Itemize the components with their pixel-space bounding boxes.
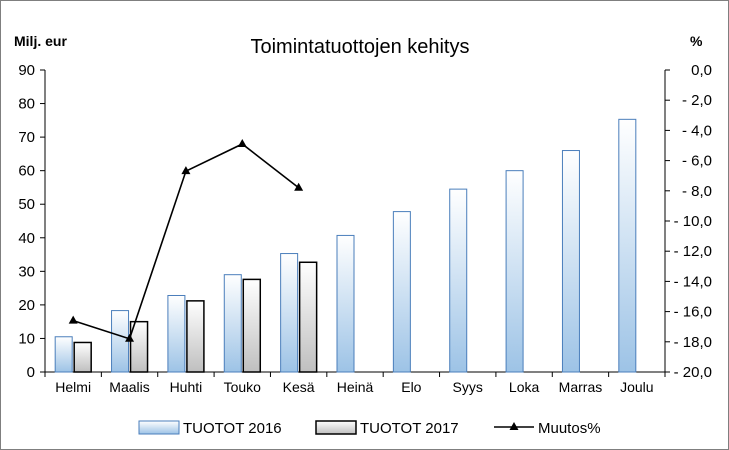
bar-2017 xyxy=(129,320,149,373)
legend-label-2016: TUOTOT 2016 xyxy=(183,420,282,437)
y-axis-label: Milj. eur xyxy=(14,33,67,49)
bar-2016 xyxy=(280,253,299,373)
x-tick-label: Loka xyxy=(509,379,540,395)
y2-axis-label: % xyxy=(690,33,703,49)
marker-muutos xyxy=(237,138,247,147)
y2-tick-label: 0,0 xyxy=(691,62,712,79)
plot-area: 0 10 20 30 40 50 60 70 80 90 0,0 - 2,0 - 4,0 - 6,0 - 8… xyxy=(18,62,712,395)
bar-2017 xyxy=(73,341,92,373)
x-tick-label: Marras xyxy=(559,379,603,395)
y-tick-label: 10 xyxy=(18,330,35,347)
bar-2016 xyxy=(54,336,73,373)
legend: TUOTOT 2016 TUOTOT 2017 Muutos% xyxy=(138,420,601,437)
x-tick-label: Heinä xyxy=(337,379,374,395)
bar-2016 xyxy=(223,274,242,373)
x-tick-label: Syys xyxy=(453,379,483,395)
y-tick-label: 20 xyxy=(18,297,35,314)
chart-title: Toimintatuottojen kehitys xyxy=(250,36,469,58)
legend-label-muutos: Muutos% xyxy=(538,420,601,437)
marker-muutos xyxy=(181,166,191,175)
legend-swatch-2017 xyxy=(315,420,357,435)
y-tick-label: 0 xyxy=(27,364,35,381)
y-tick-label: 90 xyxy=(18,62,35,79)
bar-2016 xyxy=(392,211,411,373)
bar-2016 xyxy=(336,234,355,373)
legend-marker-muutos xyxy=(509,422,519,430)
bar-2017 xyxy=(242,278,262,373)
bar-2016 xyxy=(618,118,637,373)
y2-tick-label: - 2,0 xyxy=(682,92,712,109)
x-tick-label: Touko xyxy=(224,379,262,395)
bar-2016 xyxy=(561,150,580,373)
y2-tick-label: - 16,0 xyxy=(674,304,712,321)
y-tick-label: 40 xyxy=(18,230,35,247)
x-tick-label: Elo xyxy=(401,379,421,395)
marker-muutos xyxy=(125,333,135,342)
y-tick-label: 60 xyxy=(18,163,35,180)
legend-label-2017: TUOTOT 2017 xyxy=(360,420,459,437)
x-tick-label: Joulu xyxy=(620,379,653,395)
y-tick-label: 30 xyxy=(18,263,35,280)
y-tick-label: 50 xyxy=(18,196,35,213)
marker-muutos xyxy=(294,182,304,191)
y2-tick-label: - 14,0 xyxy=(674,273,712,290)
y2-tick-label: - 18,0 xyxy=(674,334,712,351)
y-tick-label: 80 xyxy=(18,96,35,113)
y2-tick-label: - 10,0 xyxy=(674,213,712,230)
x-tick-label: Helmi xyxy=(55,379,91,395)
y2-tick-label: - 8,0 xyxy=(682,183,712,200)
bar-2016 xyxy=(167,294,186,373)
marker-muutos xyxy=(68,315,78,324)
legend-swatch-2016 xyxy=(138,420,180,435)
bar-2016 xyxy=(505,170,524,373)
y2-tick-label: - 20,0 xyxy=(674,364,712,381)
bar-2017 xyxy=(186,300,205,373)
y2-tick-label: - 12,0 xyxy=(674,243,712,260)
bar-2016 xyxy=(449,188,468,373)
y-tick-label: 70 xyxy=(18,129,35,146)
x-tick-label: Maalis xyxy=(109,379,149,395)
x-tick-label: Kesä xyxy=(283,379,315,395)
bar-2017 xyxy=(298,261,318,373)
y2-tick-label: - 6,0 xyxy=(682,153,712,170)
x-tick-label: Huhti xyxy=(170,379,203,395)
y2-tick-label: - 4,0 xyxy=(682,122,712,139)
